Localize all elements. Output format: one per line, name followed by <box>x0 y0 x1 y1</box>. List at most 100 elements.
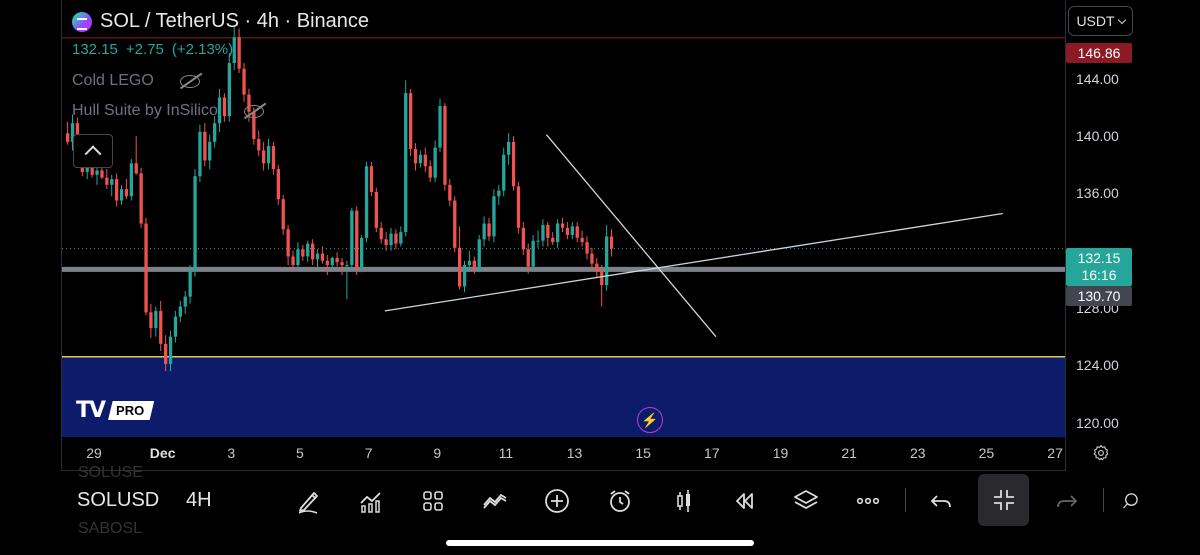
time-label: Dec <box>149 445 176 461</box>
candle-body <box>492 196 496 237</box>
search-icon[interactable] <box>1120 484 1140 518</box>
candle-body <box>394 233 398 244</box>
price-change: +2.75 <box>125 41 164 58</box>
settings-gear-icon[interactable] <box>1092 444 1110 462</box>
layers-icon[interactable] <box>789 484 823 518</box>
candle-body <box>453 200 457 248</box>
more-icon[interactable] <box>851 484 885 518</box>
pencil-icon[interactable] <box>292 484 326 518</box>
candle-body <box>609 236 614 249</box>
candle-body <box>541 224 545 241</box>
candle-body <box>266 146 271 164</box>
candle-body <box>252 111 256 139</box>
candle-body <box>389 233 393 246</box>
candle-body <box>271 146 276 170</box>
price-change-pct: (+2.13%) <box>171 41 234 58</box>
chart-area[interactable] <box>62 0 1065 437</box>
compare-icon[interactable] <box>478 484 512 518</box>
candle-body <box>242 68 246 95</box>
candle-body <box>605 236 609 286</box>
candle-body <box>570 226 574 235</box>
interval-button[interactable]: 4H <box>186 489 212 511</box>
candle-body <box>423 154 427 167</box>
candle-body <box>149 312 153 329</box>
candle-body <box>115 179 119 201</box>
candle-body <box>129 163 133 197</box>
candle-body <box>521 227 525 250</box>
candle-body <box>585 242 589 254</box>
candle-body <box>306 243 310 257</box>
candle-body <box>516 186 521 228</box>
candle-body <box>345 265 349 267</box>
last-price-tag: 132.15 16:16 <box>1066 248 1132 286</box>
price-tick: 120.00 <box>1076 414 1119 431</box>
indicator-cold-lego[interactable]: Cold LEGO <box>72 72 369 90</box>
chart-left-border <box>61 0 62 470</box>
redo-icon[interactable] <box>1050 484 1084 518</box>
price-scale-border <box>1065 0 1066 470</box>
time-label: 15 <box>635 445 651 461</box>
candle-body <box>311 243 315 260</box>
candle-body <box>276 169 280 200</box>
indicator-hull-suite[interactable]: Hull Suite by InSilico <box>72 102 369 120</box>
candle-body <box>399 232 403 244</box>
candle-body <box>418 154 423 164</box>
candle-body <box>105 177 109 185</box>
indicators-icon[interactable] <box>354 484 388 518</box>
time-label: 7 <box>364 445 373 461</box>
candle-body <box>462 265 467 287</box>
candle-body <box>330 257 334 266</box>
candle-body <box>551 237 555 243</box>
indicator-name: Cold LEGO <box>72 72 154 89</box>
indicator-name: Hull Suite by InSilico <box>72 102 218 119</box>
candle-body <box>526 249 530 267</box>
add-icon[interactable] <box>540 484 574 518</box>
candle-body <box>257 138 261 151</box>
candle-body <box>364 166 369 238</box>
candles-icon[interactable] <box>667 484 701 518</box>
chevron-down-icon <box>1117 15 1126 24</box>
candle-body <box>433 147 437 178</box>
candle-body <box>154 310 158 329</box>
symbol-row[interactable]: SOL / TetherUS · 4h · Binance <box>72 10 369 33</box>
price-tick: 136.00 <box>1076 185 1119 202</box>
candle-body <box>482 223 486 240</box>
candle-body <box>556 223 560 243</box>
candle-body <box>183 296 187 307</box>
candle-body <box>203 131 207 161</box>
candle-body <box>497 190 501 197</box>
candle-body <box>70 123 75 142</box>
tradingview-pro-logo: TV PRO <box>76 398 155 423</box>
eye-off-icon[interactable] <box>242 103 266 119</box>
demand-zone <box>62 356 1065 437</box>
replay-icon[interactable] <box>727 484 761 518</box>
candle-body <box>511 141 516 187</box>
candle-body <box>198 131 202 177</box>
candle-body <box>213 123 217 142</box>
candle-body <box>409 93 413 150</box>
candle-body <box>580 237 584 243</box>
candle-body <box>340 262 344 266</box>
symbol-ghost-above: SOLUSE <box>78 464 143 481</box>
currency-selector-button[interactable]: USDT <box>1068 6 1133 36</box>
lightning-bolt-icon[interactable]: ⚡ <box>637 407 663 433</box>
time-label: 21 <box>841 445 857 461</box>
candlestick-chart[interactable] <box>62 0 1065 437</box>
price-row: 132.15 +2.75 (+2.13%) <box>72 41 369 58</box>
alert-clock-icon[interactable] <box>603 484 637 518</box>
candle-body <box>222 97 227 117</box>
symbol-button[interactable]: SOLUSD <box>77 489 160 511</box>
undo-icon[interactable] <box>924 484 958 518</box>
candle-body <box>428 166 432 178</box>
toolbar-divider <box>1103 488 1104 512</box>
candle-body <box>217 97 222 124</box>
high-price-tag: 146.86 <box>1066 43 1132 63</box>
layout-grid-icon[interactable] <box>416 484 450 518</box>
fullscreen-exit-button[interactable] <box>978 474 1029 526</box>
symbol-title[interactable]: SOL / TetherUS · 4h · Binance <box>100 10 370 32</box>
collapse-legend-button[interactable] <box>73 134 113 168</box>
toolbar-divider <box>905 488 906 512</box>
eye-off-icon[interactable] <box>178 73 202 89</box>
candle-body <box>193 176 197 271</box>
currency-label: USDT <box>1076 13 1115 29</box>
